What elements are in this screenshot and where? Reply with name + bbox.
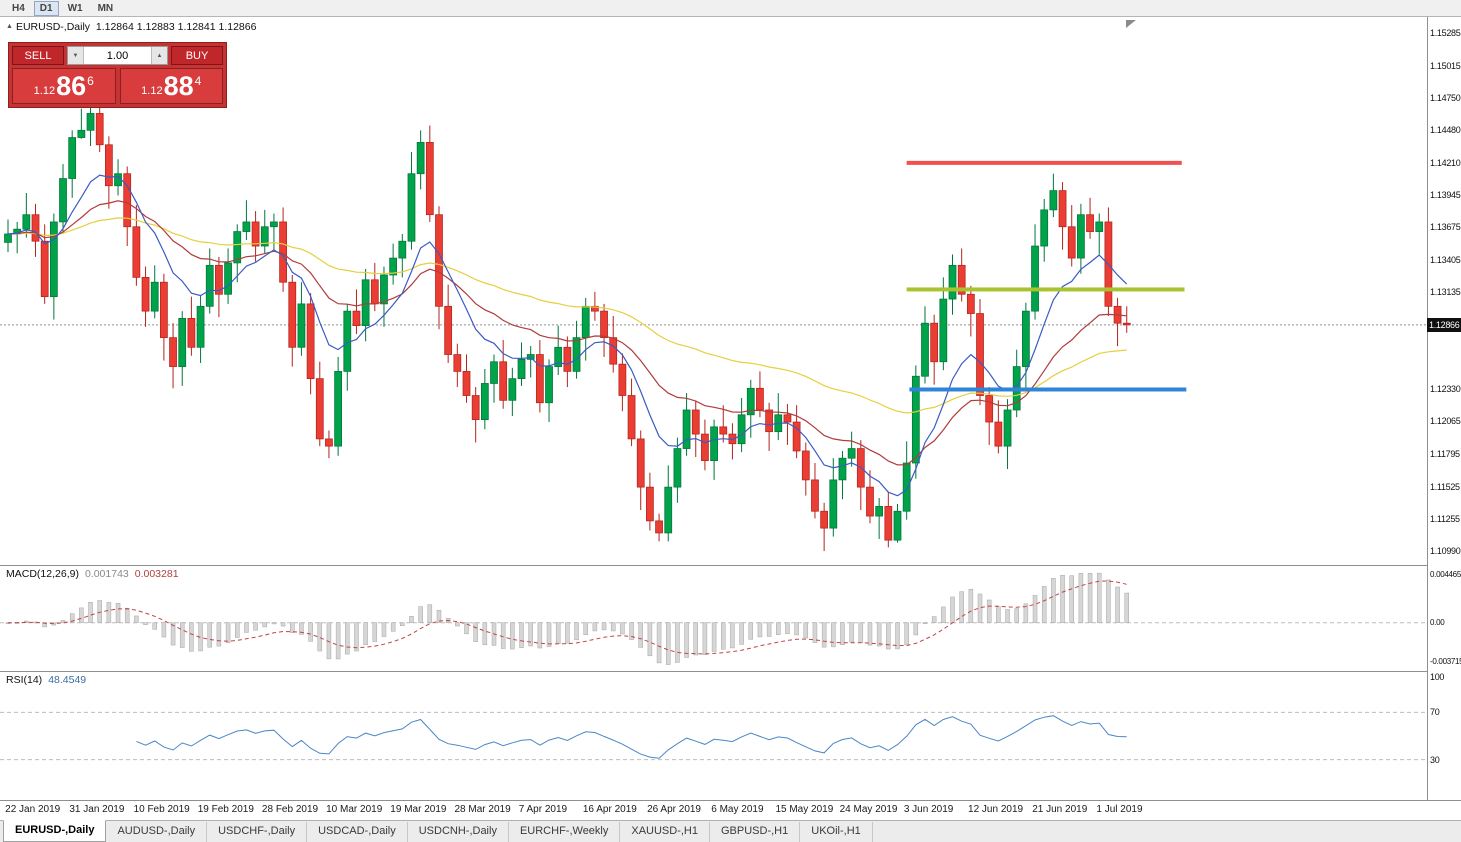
date-label: 1 Jul 2019 — [1096, 804, 1143, 815]
date-label: 16 Apr 2019 — [582, 804, 637, 815]
chart-title: ▲ EURUSD-,Daily 1.12864 1.12883 1.12841 1… — [6, 21, 256, 33]
macd-axis-label: 0.004465 — [1430, 570, 1461, 579]
volume-up-icon[interactable]: ▲ — [151, 47, 167, 64]
macd-axis-label: -0.003715 — [1430, 657, 1461, 666]
macd-axis-label: 0.00 — [1430, 617, 1445, 627]
price-tick: 1.14480 — [1430, 125, 1461, 136]
price-axis[interactable]: 1.15285 1.15015 1.14750 1.14480 1.14210 1.139… — [1427, 17, 1461, 800]
chart-tab-gbpusdh1[interactable]: GBPUSD-,H1 — [710, 822, 801, 842]
macd-indicator-label: MACD(12,26,9) 0.001743 0.003281 — [6, 568, 179, 580]
buy-price-big: 88 — [163, 71, 194, 101]
chart-tab-eurchfweekly[interactable]: EURCHF-,Weekly — [509, 822, 621, 842]
sell-price-big: 86 — [56, 71, 87, 101]
chart-tab-usdchfdaily[interactable]: USDCHF-,Daily — [207, 822, 308, 842]
chart-tab-usdcnhdaily[interactable]: USDCNH-,Daily — [408, 822, 509, 842]
date-label: 21 Jun 2019 — [1032, 804, 1088, 815]
time-axis[interactable]: 22 Jan 2019 31 Jan 2019 10 Feb 2019 19 Feb … — [0, 801, 1427, 820]
date-label: 28 Mar 2019 — [454, 804, 511, 815]
date-label: 6 May 2019 — [711, 804, 764, 815]
date-label: 22 Jan 2019 — [5, 804, 61, 815]
chart-ohlc-quote: 1.12864 1.12883 1.12841 1.12866 — [95, 21, 257, 33]
date-label: 15 May 2019 — [775, 804, 834, 815]
price-tick: 1.12065 — [1430, 416, 1461, 427]
macd-name: MACD(12,26,9) — [6, 568, 79, 580]
timeframe-toolbar: H4 D1 W1 MN — [0, 0, 1461, 17]
rsi-axis-label: 100 — [1430, 672, 1445, 682]
date-label: 7 Apr 2019 — [518, 804, 568, 815]
chart-tab-usdcaddaily[interactable]: USDCAD-,Daily — [307, 822, 408, 842]
buy-button[interactable]: BUY — [171, 46, 223, 65]
price-tick: 1.13135 — [1430, 287, 1461, 298]
macd-main-value: 0.001743 — [84, 568, 129, 580]
timeframe-button-mn[interactable]: MN — [97, 2, 114, 14]
volume-value[interactable]: 1.00 — [106, 49, 129, 62]
panel-separator — [0, 800, 1461, 801]
date-label: 31 Jan 2019 — [69, 804, 125, 815]
one-click-trading-panel: SELL ▼ 1.00 ▲ BUY 1.12 86 6 1.12 88 4 — [8, 42, 227, 108]
buy-price-display[interactable]: 1.12 88 4 — [119, 68, 223, 104]
price-tick: 1.15285 — [1430, 28, 1461, 39]
date-label: 10 Mar 2019 — [326, 804, 383, 815]
date-label: 3 Jun 2019 — [903, 804, 954, 815]
timeframe-button-w1[interactable]: W1 — [67, 2, 83, 14]
price-tick: 1.14750 — [1430, 92, 1461, 103]
current-price-label: 1.12866 — [1427, 317, 1461, 332]
chart-tab-ukoilh1[interactable]: UKOil-,H1 — [800, 822, 873, 842]
macd-panel-plot[interactable] — [0, 566, 1427, 671]
price-tick: 1.13945 — [1430, 189, 1461, 200]
chart-tab-xauusdh1[interactable]: XAUUSD-,H1 — [620, 822, 710, 842]
price-tick: 1.15015 — [1430, 60, 1461, 71]
sell-button[interactable]: SELL — [12, 46, 64, 65]
rsi-axis-label: 30 — [1430, 754, 1440, 765]
date-label: 24 May 2019 — [839, 804, 898, 815]
price-tick: 1.13405 — [1430, 254, 1461, 265]
buy-price-pip: 4 — [194, 73, 202, 88]
rsi-name: RSI(14) — [6, 674, 43, 686]
volume-spinner[interactable]: ▼ 1.00 ▲ — [67, 46, 168, 65]
chart-tab-audusddaily[interactable]: AUDUSD-,Daily — [106, 822, 208, 842]
panel-separator[interactable] — [0, 671, 1461, 672]
volume-down-icon[interactable]: ▼ — [68, 47, 84, 64]
sell-price-display[interactable]: 1.12 86 6 — [12, 68, 116, 104]
date-label: 10 Feb 2019 — [133, 804, 190, 815]
price-tick: 1.11795 — [1430, 448, 1460, 459]
date-label: 19 Feb 2019 — [197, 804, 254, 815]
date-label: 26 Apr 2019 — [647, 804, 701, 815]
chart-tab-bar: EURUSD-,Daily AUDUSD-,Daily USDCHF-,Daily U… — [0, 820, 1461, 842]
rsi-value: 48.4549 — [48, 674, 87, 686]
sell-price-prefix: 1.12 — [33, 84, 56, 97]
timeframe-button-d1[interactable]: D1 — [33, 0, 59, 16]
chart-expand-icon[interactable]: ▲ — [6, 23, 13, 30]
rsi-axis-label: 70 — [1430, 707, 1440, 718]
date-label: 28 Feb 2019 — [261, 804, 319, 815]
rsi-indicator-label: RSI(14) 48.4549 — [6, 674, 86, 686]
date-label: 19 Mar 2019 — [390, 804, 447, 815]
chart-tab-eurusddaily[interactable]: EURUSD-,Daily — [3, 820, 107, 842]
price-tick: 1.12330 — [1430, 384, 1461, 395]
price-tick: 1.10990 — [1430, 546, 1461, 557]
price-tick: 1.11525 — [1430, 481, 1460, 492]
main-chart-plot[interactable] — [0, 17, 1427, 565]
price-tick: 1.14210 — [1430, 157, 1461, 168]
price-tick: 1.11255 — [1430, 514, 1460, 525]
chart-symbol-period: EURUSD-,Daily — [15, 21, 91, 33]
panel-separator[interactable] — [0, 565, 1461, 566]
sell-price-pip: 6 — [87, 73, 94, 88]
timeframe-button-h4[interactable]: H4 — [12, 2, 25, 14]
macd-signal-value: 0.003281 — [134, 568, 179, 580]
rsi-panel-plot[interactable] — [0, 672, 1427, 800]
price-tick: 1.13675 — [1430, 222, 1461, 233]
date-label: 12 Jun 2019 — [968, 804, 1024, 815]
buy-price-prefix: 1.12 — [141, 84, 163, 97]
